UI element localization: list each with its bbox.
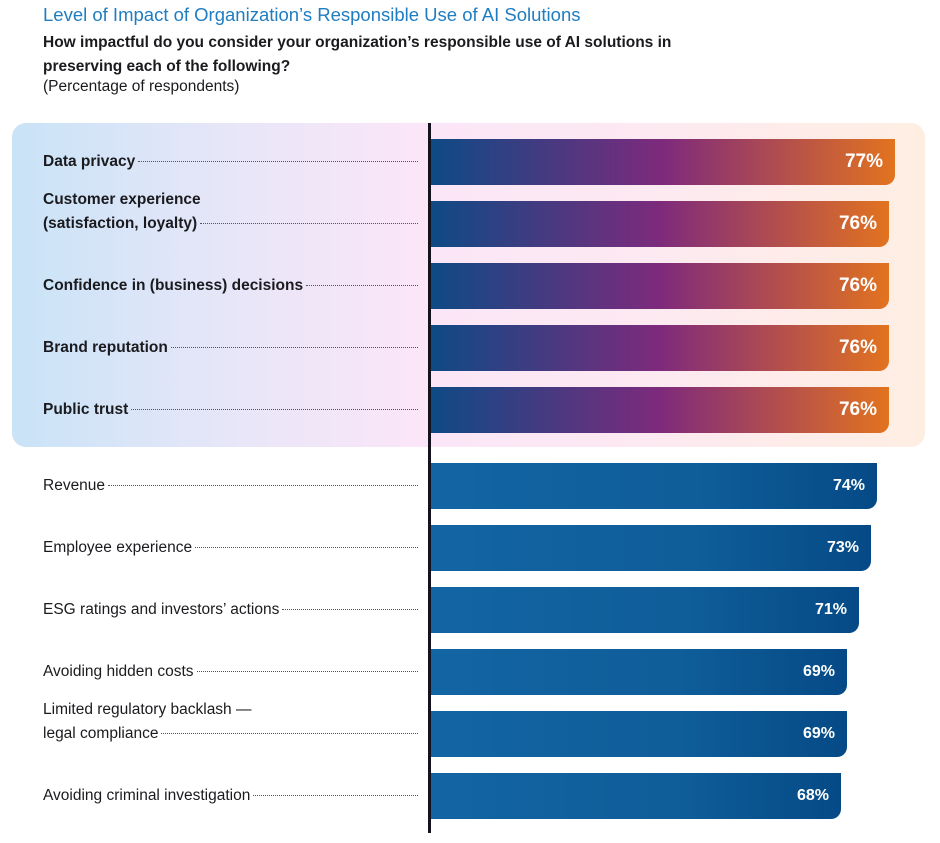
- category-label-text: Public trust: [43, 401, 129, 418]
- category-label-text: Brand reputation: [43, 339, 168, 356]
- category-label-text: Customer experience: [43, 191, 201, 208]
- bar: 77%: [431, 139, 895, 185]
- bar-value-label: 76%: [838, 399, 877, 420]
- category-label-line: Revenue: [43, 474, 418, 498]
- bar: 74%: [431, 463, 877, 509]
- bar: 76%: [431, 263, 889, 309]
- category-label: Public trust: [43, 398, 418, 422]
- dotted-leader: [195, 547, 418, 548]
- bar: 69%: [431, 649, 847, 695]
- category-label: Customer experience (satisfaction, loyalt…: [43, 188, 418, 236]
- chart-title: Level of Impact of Organization’s Respon…: [43, 4, 581, 25]
- category-label-text: (satisfaction, loyalty): [43, 215, 198, 232]
- category-label: ESG ratings and investors’ actions: [43, 598, 418, 622]
- category-label: Brand reputation: [43, 336, 418, 360]
- category-label-text: Employee experience: [43, 539, 193, 556]
- dotted-leader: [108, 485, 418, 486]
- bar-value-label: 68%: [796, 787, 829, 804]
- category-label: Employee experience: [43, 536, 418, 560]
- dotted-leader: [196, 671, 418, 672]
- dotted-leader: [138, 161, 418, 162]
- bar: 76%: [431, 387, 889, 433]
- category-label-text: ESG ratings and investors’ actions: [43, 601, 280, 618]
- bar-value-label: 76%: [838, 213, 877, 234]
- dotted-leader: [253, 795, 418, 796]
- category-label-line: Confidence in (business) decisions: [43, 274, 418, 298]
- bar-value-label: 74%: [832, 477, 865, 494]
- bar: 76%: [431, 325, 889, 371]
- category-label-text: Avoiding criminal investigation: [43, 787, 251, 804]
- category-label-line: Employee experience: [43, 536, 418, 560]
- chart-note: (Percentage of respondents): [43, 78, 240, 95]
- bar-value-label: 76%: [838, 337, 877, 358]
- bar-value-label: 69%: [802, 725, 835, 742]
- category-label: Revenue: [43, 474, 418, 498]
- category-label-line: Limited regulatory backlash —: [43, 698, 418, 722]
- category-label: Limited regulatory backlash — legal compl…: [43, 698, 418, 746]
- category-label: Data privacy: [43, 150, 418, 174]
- dotted-leader: [200, 223, 418, 224]
- category-label-line: ESG ratings and investors’ actions: [43, 598, 418, 622]
- bar: 71%: [431, 587, 859, 633]
- category-label-line: Public trust: [43, 398, 418, 422]
- chart-subtitle: How impactful do you consider your organ…: [43, 34, 672, 75]
- category-label-text: Revenue: [43, 477, 106, 494]
- bar-value-label: 73%: [826, 539, 859, 556]
- bar-value-label: 76%: [838, 275, 877, 296]
- dotted-leader: [131, 409, 418, 410]
- category-label-text: Limited regulatory backlash —: [43, 701, 252, 718]
- category-label-text: legal compliance: [43, 725, 159, 742]
- dotted-leader: [282, 609, 418, 610]
- category-label-line: legal compliance: [43, 722, 418, 746]
- category-label-text: Avoiding hidden costs: [43, 663, 194, 680]
- category-label: Avoiding criminal investigation: [43, 784, 418, 808]
- category-label: Avoiding hidden costs: [43, 660, 418, 684]
- dotted-leader: [161, 733, 418, 734]
- category-label-line: Data privacy: [43, 150, 418, 174]
- category-label-line: (satisfaction, loyalty): [43, 212, 418, 236]
- y-axis-line: [428, 123, 431, 833]
- bar: 76%: [431, 201, 889, 247]
- dotted-leader: [306, 285, 418, 286]
- category-label-line: Brand reputation: [43, 336, 418, 360]
- bar: 73%: [431, 525, 871, 571]
- bar-value-label: 69%: [802, 663, 835, 680]
- category-label-line: Customer experience: [43, 188, 418, 212]
- category-label-line: Avoiding criminal investigation: [43, 784, 418, 808]
- bar-value-label: 77%: [844, 151, 883, 172]
- dotted-leader: [170, 347, 418, 348]
- category-label-line: Avoiding hidden costs: [43, 660, 418, 684]
- category-label-text: Data privacy: [43, 153, 136, 170]
- category-label-text: Confidence in (business) decisions: [43, 277, 304, 294]
- bar: 68%: [431, 773, 841, 819]
- bar: 69%: [431, 711, 847, 757]
- bar-value-label: 71%: [814, 601, 847, 618]
- category-label: Confidence in (business) decisions: [43, 274, 418, 298]
